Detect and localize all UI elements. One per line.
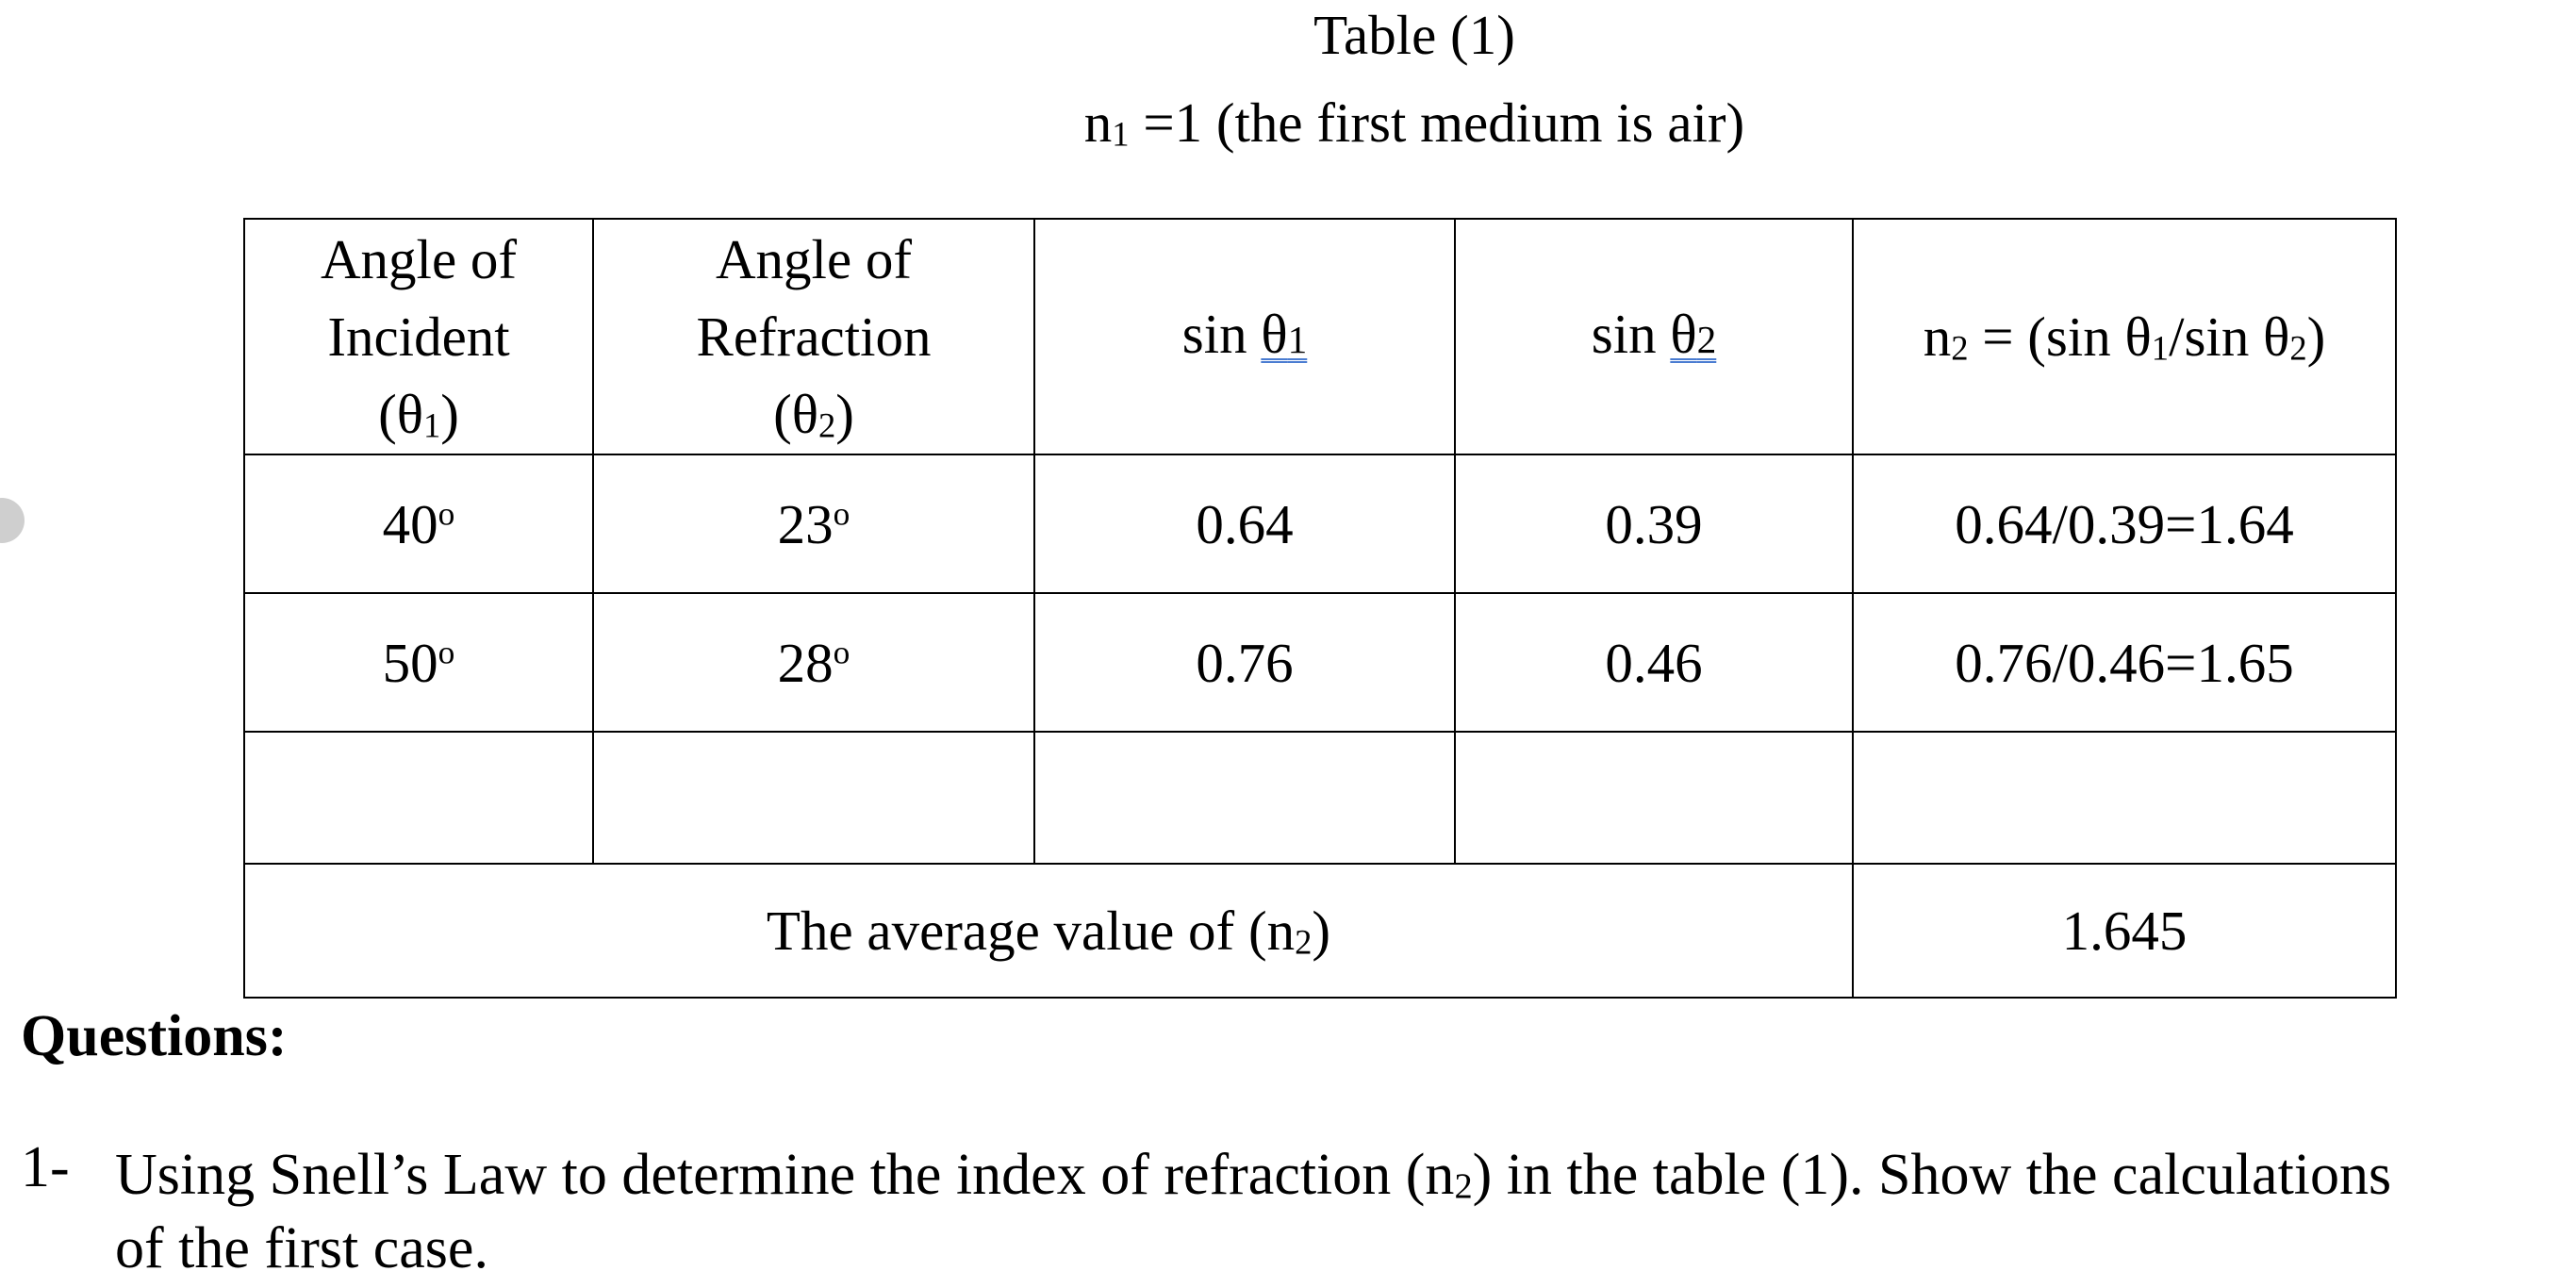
cell-empty[interactable] [1033,731,1456,865]
refraction-table: Angle of Incident (θ1) Angle of Refracti… [243,218,2397,999]
n1-subscript: 1 [1112,114,1130,154]
header-text: Incident [327,305,510,368]
header-angle-incident: Angle of Incident (θ1) [243,218,594,455]
header-symbol: (θ2) [773,383,854,445]
average-label: The average value of (n2) [243,863,1854,999]
cell-sin1: 0.64 [1033,454,1456,594]
question-number: 1- [21,1135,70,1199]
cell-empty[interactable] [1852,731,2397,865]
header-n2-formula: n2 = (sin θ1/sin θ2) [1852,218,2397,455]
question-line: of the first case. [115,1216,488,1280]
header-text: Angle of [320,228,518,290]
cell-n2: 0.64/0.39=1.64 [1852,454,2397,594]
table-row-empty [243,731,2397,865]
header-text: Angle of [715,228,913,290]
cell-empty[interactable] [243,731,594,865]
question-line: Using Snell’s Law to determine the index… [115,1143,2392,1207]
cell-sin2: 0.46 [1454,592,1854,733]
table-row: 50o 28o 0.76 0.46 0.76/0.46=1.65 [243,592,2397,733]
cell-sin2: 0.39 [1454,454,1854,594]
average-row: The average value of (n2) 1.645 [243,863,2397,999]
cell-empty[interactable] [1454,731,1854,865]
header-symbol: (θ1) [378,383,459,445]
cell-refraction: 28o [592,592,1035,733]
cell-empty[interactable] [592,731,1035,865]
header-sin-theta1: sin θ1 [1033,218,1456,455]
cell-sin1: 0.76 [1033,592,1456,733]
margin-dot [0,498,25,543]
header-angle-refraction: Angle of Refraction (θ2) [592,218,1035,455]
header-text: Refraction [696,305,932,368]
cell-incident: 50o [243,592,594,733]
n1-symbol: n [1083,91,1113,154]
cell-refraction: 23o [592,454,1035,594]
header-sin-theta2: sin θ2 [1454,218,1854,455]
n1-caption: n1 =1 (the first medium is air) [0,95,2576,154]
cell-n2: 0.76/0.46=1.65 [1852,592,2397,733]
table-header-row: Angle of Incident (θ1) Angle of Refracti… [243,218,2397,455]
table-title: Table (1) [1313,4,1515,66]
table-row: 40o 23o 0.64 0.39 0.64/0.39=1.64 [243,454,2397,594]
questions-heading: Questions: [21,1004,288,1068]
average-value: 1.645 [1852,863,2397,999]
cell-incident: 40o [243,454,594,594]
n1-caption-text: =1 (the first medium is air) [1129,91,1745,154]
question-text: Using Snell’s Law to determine the index… [115,1138,2567,1285]
